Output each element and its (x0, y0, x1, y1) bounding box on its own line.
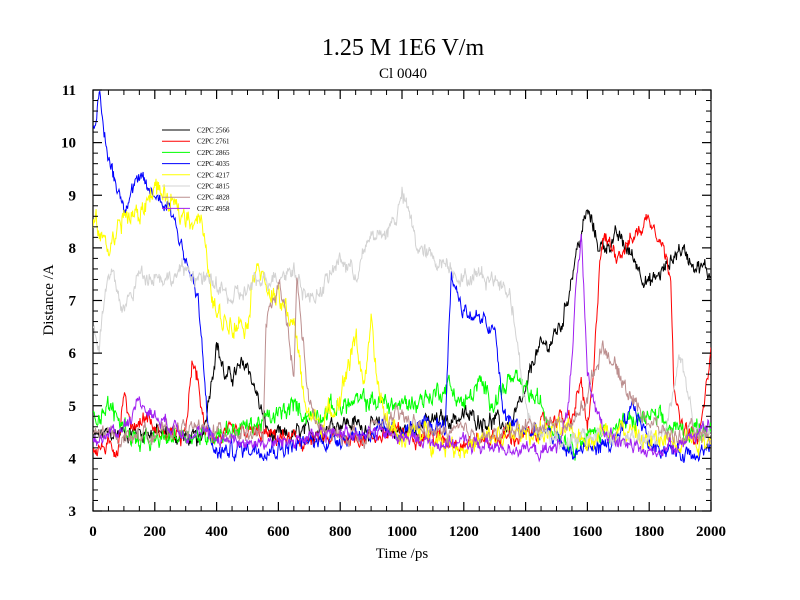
y-tick-label: 11 (62, 83, 76, 99)
legend-label-c2pc-2865: C2PC 2865 (197, 149, 230, 157)
axis-layer: 0 200 400 600 800 1000 1200 1400 1600 1800 2000 3 4 5… (61, 83, 726, 540)
y-axis-label: Distance /A (41, 264, 57, 335)
x-tick-label: 2000 (696, 524, 726, 540)
series-line-c2pc-4217 (93, 178, 711, 459)
series-line-c2pc-4958 (93, 234, 711, 463)
plot-frame (92, 89, 712, 512)
legend-label-c2pc-2761: C2PC 2761 (197, 138, 230, 146)
legend-label-c2pc-4815: C2PC 4815 (197, 183, 230, 191)
legend: C2PC 2566 C2PC 2761 C2PC 2865 C2PC 4035 C2PC… (162, 127, 230, 213)
x-tick-label: 800 (329, 524, 352, 540)
y-tick-label: 5 (69, 399, 77, 415)
legend-label-c2pc-4958: C2PC 4958 (197, 205, 230, 213)
x-tick-label: 1000 (387, 524, 417, 540)
y-tick-label: 10 (61, 136, 76, 152)
legend-label-c2pc-4828: C2PC 4828 (197, 194, 230, 202)
legend-label-c2pc-4217: C2PC 4217 (197, 171, 230, 179)
y-tick-label: 8 (69, 241, 77, 257)
x-tick-label: 600 (267, 524, 290, 540)
x-tick-label: 1400 (511, 524, 541, 540)
y-tick-label: 3 (69, 504, 77, 520)
x-tick-label: 400 (205, 524, 228, 540)
y-tick-label: 4 (69, 451, 77, 467)
x-tick-label: 1600 (572, 524, 602, 540)
x-tick-label: 0 (89, 524, 97, 540)
series-line-c2pc-2761 (93, 214, 711, 459)
legend-label-c2pc-4035: C2PC 4035 (197, 160, 230, 168)
series-line-c2pc-4828 (93, 277, 711, 449)
y-tick-label: 6 (69, 346, 77, 362)
x-tick-label: 200 (144, 524, 167, 540)
series-layer (93, 90, 711, 463)
y-tick-label: 7 (69, 294, 77, 310)
series-line-c2pc-4815 (93, 186, 711, 450)
y-tick-label: 9 (69, 188, 77, 204)
chart-title: 1.25 M 1E6 V/m (322, 35, 485, 61)
series-line-c2pc-4035 (93, 90, 711, 463)
x-tick-label: 1800 (634, 524, 664, 540)
legend-label-c2pc-2566: C2PC 2566 (197, 127, 230, 135)
x-axis-label: Time /ps (376, 546, 429, 562)
chart-subtitle: Cl 0040 (379, 66, 427, 82)
x-tick-label: 1200 (449, 524, 479, 540)
